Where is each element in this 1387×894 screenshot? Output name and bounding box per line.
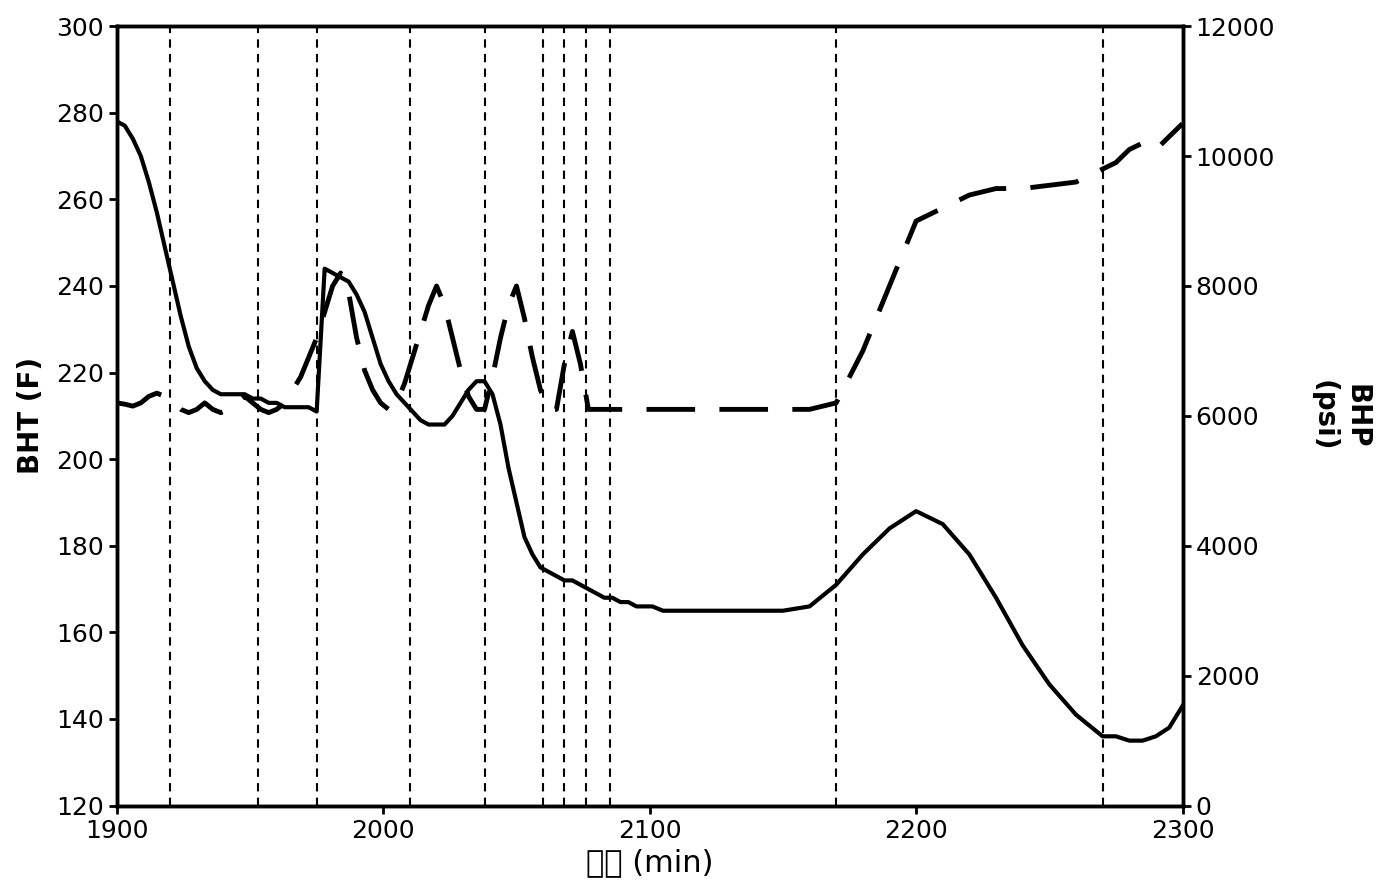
Y-axis label: BHT (F): BHT (F) — [17, 358, 44, 475]
Y-axis label: BHP
(psi): BHP (psi) — [1309, 380, 1370, 451]
X-axis label: 时间 (min): 时间 (min) — [585, 848, 713, 877]
